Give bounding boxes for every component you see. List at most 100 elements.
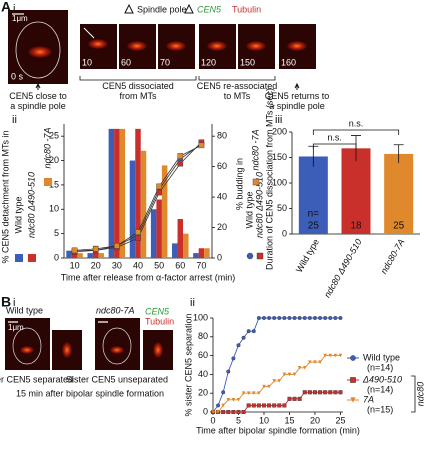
bracket <box>312 143 357 149</box>
axis <box>212 318 343 413</box>
marker <box>216 403 221 408</box>
marker <box>267 384 271 389</box>
marker <box>338 316 343 321</box>
marker <box>221 390 226 395</box>
marker <box>302 366 307 370</box>
marker <box>246 329 251 334</box>
y-tick-label: 25 <box>49 131 59 141</box>
y-tick-label: 20 <box>49 155 59 165</box>
marker <box>302 316 307 321</box>
marker <box>312 316 317 321</box>
legend-label: Wild type <box>13 196 23 233</box>
x-tick-label: 10 <box>70 260 80 270</box>
marker <box>277 379 282 383</box>
marker <box>231 397 236 402</box>
marker <box>241 335 246 340</box>
frame-time: 120 <box>201 57 216 67</box>
panel-label: A <box>1 0 11 15</box>
y-tick-label: 15 <box>49 179 59 189</box>
marker <box>231 410 236 415</box>
marker <box>92 246 99 252</box>
frame-time: 70 <box>160 57 170 67</box>
bar <box>98 253 104 258</box>
y-tick-label: 200 <box>272 126 287 136</box>
legend-n: (n=14) <box>367 384 393 394</box>
y-tick-label: 80 <box>198 331 208 341</box>
legend-label: ndc80 Δ490-510 <box>26 172 36 238</box>
marker <box>277 403 282 408</box>
marker <box>231 356 236 361</box>
x-tick-label: 20 <box>91 260 101 270</box>
frame-time: 150 <box>240 57 255 67</box>
bar <box>108 128 115 258</box>
marker <box>236 343 241 348</box>
marker <box>198 142 205 149</box>
marker <box>338 390 343 395</box>
marker <box>318 316 323 321</box>
y-axis-title: % CEN5 detachment from MTs in <box>0 130 10 263</box>
x-tick-label: ndc80 Δ490-510 <box>322 237 364 299</box>
bar <box>66 250 72 258</box>
caption: Sister CEN5 unseparated <box>66 374 168 384</box>
strain-label: ndc80-7A <box>96 305 135 315</box>
marker <box>236 410 241 415</box>
marker <box>313 360 317 364</box>
marker <box>318 390 323 395</box>
legend-label: ndc80 Δ490-510 <box>254 172 264 238</box>
y-tick-label: 5 <box>54 228 59 238</box>
y-tick-label: 10 <box>49 204 59 214</box>
y-tick-label: 40 <box>198 369 208 379</box>
marker <box>177 160 184 167</box>
marker <box>328 390 333 395</box>
n-label: 18 <box>350 221 362 232</box>
scale-label: 1μm <box>8 323 24 332</box>
legend-marker <box>350 377 356 383</box>
bar <box>298 156 328 234</box>
x-axis-title: Time after bipolar spindle formation (mi… <box>196 425 360 435</box>
x-tick-label: Wild type <box>294 237 321 274</box>
marker <box>251 391 256 395</box>
legend-label: ndc80 -7A <box>42 127 52 168</box>
marker <box>333 390 338 395</box>
marker <box>338 353 343 358</box>
marker <box>257 391 261 395</box>
marker <box>282 403 287 408</box>
caption: CEN5 close to a spindle pole <box>9 91 67 111</box>
marker <box>297 316 302 321</box>
micrographs-a <box>8 3 316 90</box>
frame-time: 60 <box>121 57 131 67</box>
line <box>213 355 341 413</box>
marker <box>256 403 261 408</box>
marker <box>333 353 338 358</box>
y-tick-label: 0 <box>203 406 208 416</box>
marker <box>246 403 251 408</box>
bar <box>135 128 141 258</box>
x-tick-label: 5 <box>236 415 241 425</box>
n-prefix: n= <box>308 209 320 220</box>
group-label: ndc80 <box>415 382 425 407</box>
marker <box>261 316 266 321</box>
marker <box>71 247 78 254</box>
legend-marker <box>350 397 356 403</box>
bar <box>198 248 205 258</box>
marker <box>251 329 256 334</box>
marker <box>308 360 312 364</box>
panel-sublabel: i <box>13 297 15 309</box>
marker <box>261 403 266 408</box>
legend-text: Spindle pole <box>137 4 187 14</box>
caption: CEN5 returns to a spindle pole <box>265 91 330 111</box>
marker <box>226 397 231 402</box>
marker <box>287 396 292 401</box>
bar <box>177 219 184 258</box>
marker <box>323 353 327 358</box>
panel-sublabel: iii <box>275 114 282 126</box>
x-axis-title: Time after release from α-factor arrest … <box>61 272 235 282</box>
bar <box>119 128 126 258</box>
x-tick-label: 15 <box>284 415 294 425</box>
x-tick-label: 25 <box>335 415 345 425</box>
y-tick-label: 40 <box>217 191 227 201</box>
y-tick-label: 0 <box>217 252 222 262</box>
y-axis-title: Duration of CEN5 dissociation from MTs (… <box>264 88 274 270</box>
legend-marker <box>350 355 356 361</box>
